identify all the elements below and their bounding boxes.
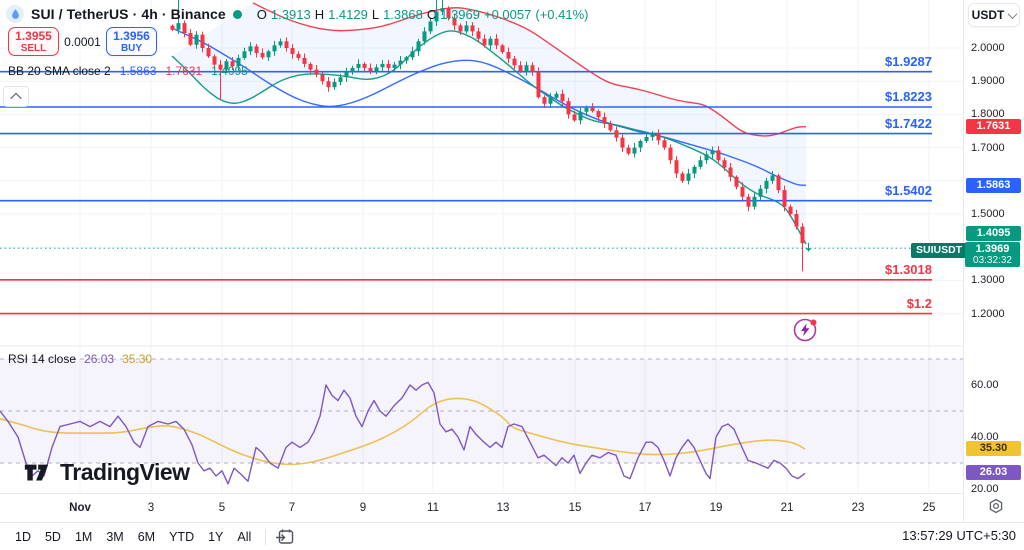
time-axis-tick: 5 <box>218 502 226 514</box>
rsi-value-badge: 26.03 <box>966 465 1021 481</box>
range-button-1d[interactable]: 1D <box>15 529 31 544</box>
tradingview-logo-icon <box>24 464 49 480</box>
range-button-3m[interactable]: 3M <box>106 529 124 544</box>
last-price-value: 1.3969 <box>975 243 1010 255</box>
time-axis-tick: 17 <box>638 502 652 514</box>
rsi-value: 26.03 <box>84 352 115 366</box>
rsi-axis-tick: 60.00 <box>971 379 999 391</box>
bb-band-value: 1.5863 <box>119 64 157 78</box>
price-axis-tick: 2.0000 <box>971 42 1005 54</box>
price-level-label[interactable]: $1.7422 <box>885 115 932 131</box>
indicator-legend-rsi[interactable]: RSI 14 close 26.03 35.30 <box>8 352 152 366</box>
ohlc-open-label: O <box>256 6 267 22</box>
lightning-icon <box>801 323 810 337</box>
time-axis-tick: 19 <box>709 502 723 514</box>
time-axis-tick: 15 <box>568 502 582 514</box>
sui-logo-icon <box>6 5 24 23</box>
range-button-all[interactable]: All <box>237 529 252 544</box>
chevron-up-icon <box>10 92 22 104</box>
time-axis-tick: 9 <box>359 502 367 514</box>
ohlc-high-label: H <box>314 6 325 22</box>
rsi-axis-tick: 20.00 <box>971 483 999 495</box>
toolbar-divider <box>265 528 267 545</box>
rsi-value-badge: 35.30 <box>966 441 1021 457</box>
clock[interactable]: 13:57:29 UTC+5:30 <box>902 528 1016 543</box>
sell-label: SELL <box>20 43 47 54</box>
price-axis-tick: 1.2000 <box>971 307 1005 320</box>
price-level-label[interactable]: $1.8223 <box>885 88 932 104</box>
range-button-5d[interactable]: 5D <box>44 529 61 544</box>
rsi-ma-value: 35.30 <box>122 352 153 366</box>
time-axis-tick: 25 <box>922 502 936 514</box>
buy-price: 1.3956 <box>113 29 150 43</box>
range-button-1m[interactable]: 1M <box>74 529 93 544</box>
range-button-1y[interactable]: 1Y <box>208 529 224 544</box>
time-axis[interactable]: Nov 3 5 7 9 11 13 15 17 19 21 23 25 <box>0 493 963 523</box>
symbol-title[interactable]: SUI / TetherUS · 4h · Binance <box>31 6 226 22</box>
price-axis-tick: 1.8000 <box>971 108 1005 121</box>
buy-button[interactable]: 1.3956 BUY <box>106 27 157 56</box>
ohlc-readout: O 1.3913 H 1.4129 L 1.3868 C 1.3969 +0.0057 … <box>257 7 589 22</box>
rsi-axis-tick: 40.00 <box>971 431 999 443</box>
chevron-down-icon <box>1007 8 1018 19</box>
time-axis-tick: 23 <box>851 502 865 514</box>
bb-band-value: 1.4095 <box>211 64 248 78</box>
ohlc-open-value: 1.3913 <box>270 6 311 22</box>
time-axis-tick: 13 <box>496 502 510 514</box>
ohlc-close-value: 1.3969 <box>440 6 480 22</box>
market-status-icon <box>232 9 242 19</box>
last-price-badge: 1.3969 03:32:32 <box>965 242 1020 267</box>
sell-buy-widget: 1.3955 SELL 0.0001 1.3956 BUY <box>8 27 157 56</box>
collapse-pane-button[interactable] <box>3 86 29 107</box>
bb-band-value: 1.7631 <box>165 64 203 78</box>
ohlc-low-label: L <box>371 6 380 22</box>
indicator-value-badge: 1.5863 <box>966 178 1021 193</box>
ohlc-change-percent: (+0.41%) <box>535 6 589 22</box>
ohlc-high-value: 1.4129 <box>328 6 368 22</box>
price-axis-tick: 1.7000 <box>971 141 1005 154</box>
price-level-label[interactable]: $1.9287 <box>885 53 932 69</box>
boost-button[interactable] <box>792 316 819 343</box>
time-axis-tick: Nov <box>69 502 91 514</box>
sell-price: 1.3955 <box>15 29 52 43</box>
gear-icon[interactable] <box>988 498 1004 514</box>
indicator-value-badge: 1.7631 <box>966 119 1021 134</box>
candlestick-series <box>170 0 811 272</box>
go-to-date-icon[interactable] <box>275 529 294 545</box>
price-axis-tick: 1.5000 <box>971 208 1005 220</box>
sell-button[interactable]: 1.3955 SELL <box>8 27 59 56</box>
bar-countdown: 03:32:32 <box>973 255 1012 266</box>
ohlc-close-label: C <box>426 6 437 22</box>
price-axis-tick: 1.9000 <box>971 75 1005 88</box>
price-axis-tick: 1.3000 <box>971 274 1005 287</box>
time-axis-tick: 21 <box>780 502 794 514</box>
rsi-indicator-name: RSI 14 close <box>8 352 77 366</box>
watermark-text: TradingView <box>60 459 190 485</box>
ohlc-low-value: 1.3868 <box>383 6 423 22</box>
bottom-toolbar: 1D 5D 1M 3M 6M YTD 1Y All <box>0 522 1024 550</box>
currency-label: USDT <box>971 8 1005 22</box>
time-axis-tick: 7 <box>288 502 296 514</box>
symbol-price-pill: SUIUSDT <box>911 243 968 258</box>
bb-indicator-name: BB 20 SMA close 2 <box>8 64 111 78</box>
tradingview-watermark[interactable]: TradingView <box>24 459 190 486</box>
price-level-label[interactable]: $1.2 <box>906 295 932 311</box>
price-level-label[interactable]: $1.5402 <box>885 182 932 198</box>
time-axis-tick: 11 <box>427 502 439 514</box>
spread-value: 0.0001 <box>64 34 101 49</box>
indicator-value-badge: 1.4095 <box>966 226 1021 241</box>
time-axis-tick: 3 <box>147 502 155 514</box>
currency-dropdown[interactable]: USDT <box>968 3 1020 27</box>
price-level-label[interactable]: $1.3018 <box>885 261 932 277</box>
ohlc-change-value: +0.0057 <box>484 6 532 22</box>
indicator-legend-bb[interactable]: BB 20 SMA close 2 1.5863 1.7631 1.4095 <box>8 64 248 78</box>
buy-label: BUY <box>120 43 143 54</box>
range-button-ytd[interactable]: YTD <box>169 529 195 544</box>
bb-indicator-values: 1.5863 1.7631 1.4095 <box>120 64 248 78</box>
range-button-6m[interactable]: 6M <box>137 529 156 544</box>
